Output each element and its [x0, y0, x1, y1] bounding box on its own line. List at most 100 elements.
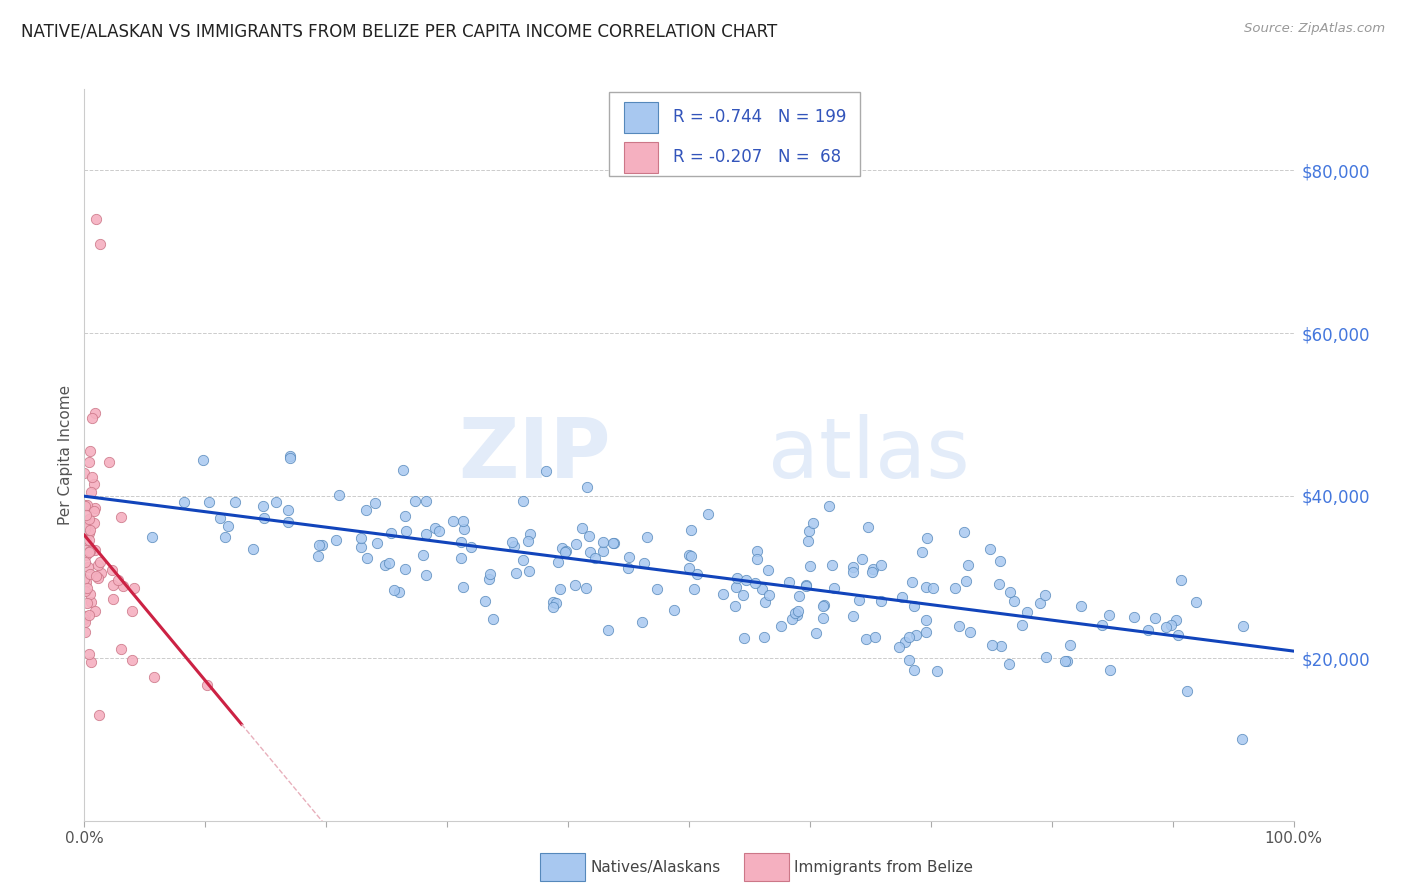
Point: [555, 544, 578, 558]
Point: [681, 523, 703, 537]
Point: [550, 582, 572, 596]
Point: [921, 581, 943, 595]
Point: [988, 554, 1011, 568]
Point: [415, 568, 437, 582]
Point: [1164, 613, 1187, 627]
Point: [897, 631, 920, 645]
Point: [1029, 596, 1052, 610]
Point: [862, 562, 884, 576]
Point: [823, 581, 845, 595]
Point: [735, 573, 758, 587]
Point: [927, 665, 949, 679]
Point: [73, 522, 96, 536]
Point: [79, 566, 101, 581]
Point: [571, 520, 593, 534]
Point: [752, 630, 775, 644]
Point: [103, 577, 125, 591]
Point: [696, 507, 718, 521]
Point: [73, 608, 96, 623]
Point: [565, 537, 588, 551]
Point: [388, 584, 411, 599]
Point: [83, 604, 105, 618]
Point: [981, 638, 1004, 652]
Point: [77, 607, 100, 622]
Text: atlas: atlas: [768, 415, 969, 495]
Point: [842, 566, 865, 580]
Point: [733, 631, 755, 645]
Point: [796, 534, 818, 549]
Point: [77, 559, 100, 574]
Point: [758, 588, 780, 602]
Point: [77, 545, 100, 559]
Point: [278, 449, 301, 463]
Point: [811, 611, 834, 625]
Point: [453, 522, 475, 536]
Point: [842, 609, 865, 624]
Point: [80, 484, 103, 499]
Point: [534, 464, 557, 478]
Point: [83, 500, 105, 515]
Point: [391, 463, 413, 477]
Point: [377, 556, 399, 570]
Point: [415, 527, 437, 541]
Point: [73, 498, 96, 512]
Point: [602, 536, 624, 550]
Point: [592, 544, 614, 558]
Point: [103, 591, 125, 606]
Point: [1232, 619, 1254, 633]
Point: [1123, 610, 1146, 624]
Point: [350, 540, 373, 554]
Text: NATIVE/ALASKAN VS IMMIGRANTS FROM BELIZE PER CAPITA INCOME CORRELATION CHART: NATIVE/ALASKAN VS IMMIGRANTS FROM BELIZE…: [21, 22, 778, 40]
Point: [73, 556, 96, 570]
Point: [575, 480, 598, 494]
Point: [724, 599, 747, 614]
Point: [354, 502, 377, 516]
Point: [785, 606, 807, 620]
Point: [90, 566, 112, 581]
Point: [83, 476, 105, 491]
Point: [787, 589, 810, 603]
Point: [425, 521, 447, 535]
Point: [84, 542, 107, 557]
Point: [1090, 618, 1112, 632]
Point: [786, 604, 808, 618]
Point: [76, 581, 98, 595]
Point: [83, 504, 105, 518]
Point: [75, 615, 97, 629]
Point: [503, 539, 526, 553]
Point: [869, 558, 891, 572]
Point: [224, 495, 246, 509]
Point: [252, 510, 274, 524]
Point: [84, 568, 107, 582]
Point: [519, 527, 541, 541]
Point: [141, 530, 163, 544]
Point: [596, 624, 619, 638]
Point: [450, 550, 472, 565]
Text: ZIP: ZIP: [458, 415, 610, 495]
Point: [603, 536, 626, 550]
Point: [547, 555, 569, 569]
Point: [1011, 617, 1033, 632]
Point: [197, 678, 219, 692]
Point: [79, 512, 101, 526]
Point: [799, 559, 821, 574]
Point: [75, 548, 97, 562]
Point: [870, 594, 893, 608]
Point: [889, 640, 911, 655]
Point: [662, 603, 685, 617]
Point: [110, 510, 132, 524]
Point: [79, 455, 101, 469]
Point: [578, 528, 600, 542]
Point: [1144, 610, 1167, 624]
Point: [394, 509, 416, 524]
Point: [813, 598, 835, 612]
Point: [1070, 599, 1092, 614]
Point: [1136, 623, 1159, 637]
Point: [75, 575, 97, 590]
Point: [77, 647, 100, 661]
Point: [711, 587, 734, 601]
Point: [173, 494, 195, 508]
Point: [770, 619, 793, 633]
Point: [898, 653, 921, 667]
Point: [901, 575, 924, 590]
